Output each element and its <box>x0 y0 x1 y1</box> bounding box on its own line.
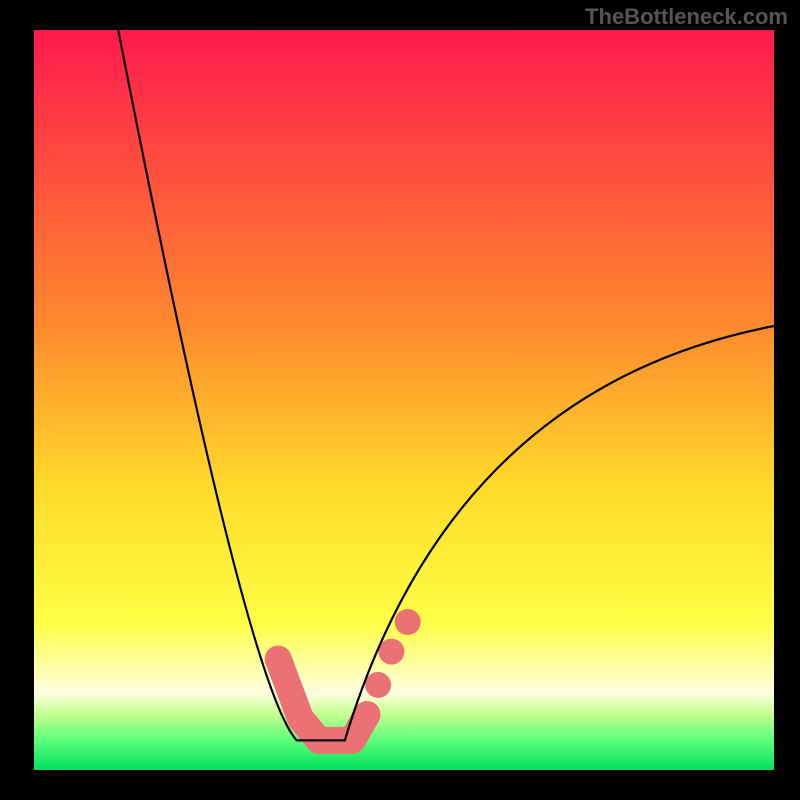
bottleneck-chart <box>0 0 800 800</box>
optimal-zone-marker <box>378 639 404 665</box>
optimal-zone-marker <box>395 609 421 635</box>
chart-root: TheBottleneck.com <box>0 0 800 800</box>
gradient-background <box>34 30 774 770</box>
optimal-zone-marker <box>365 672 391 698</box>
